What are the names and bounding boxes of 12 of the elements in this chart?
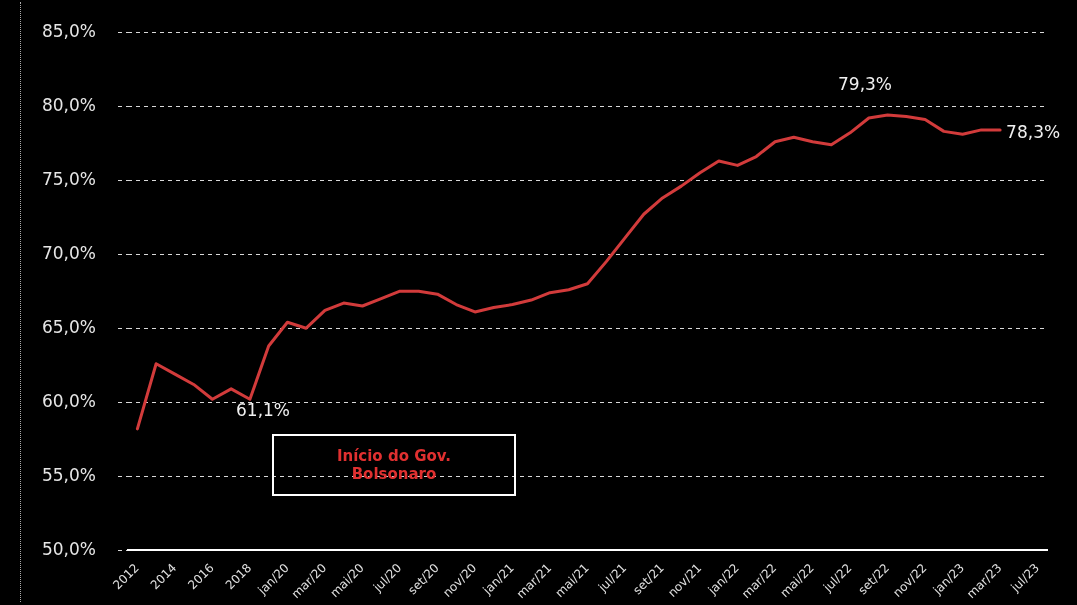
annotation: Início do Gov. Bolsonaro [272,434,516,496]
y-tick-label: 85,0% [41,20,96,41]
annotation: 79,3% [838,74,893,94]
y-tick-label: 55,0% [41,464,96,485]
annotation: 61,1% [236,400,291,420]
y-tick-label: 70,0% [41,242,96,263]
annotation: 78,3% [1006,122,1061,143]
y-tick-label: 50,0% [41,538,96,559]
y-tick-label: 75,0% [41,168,96,189]
y-tick-label: 65,0% [41,316,96,337]
y-tick-label: 60,0% [41,390,96,411]
y-tick-label: 80,0% [41,94,96,115]
